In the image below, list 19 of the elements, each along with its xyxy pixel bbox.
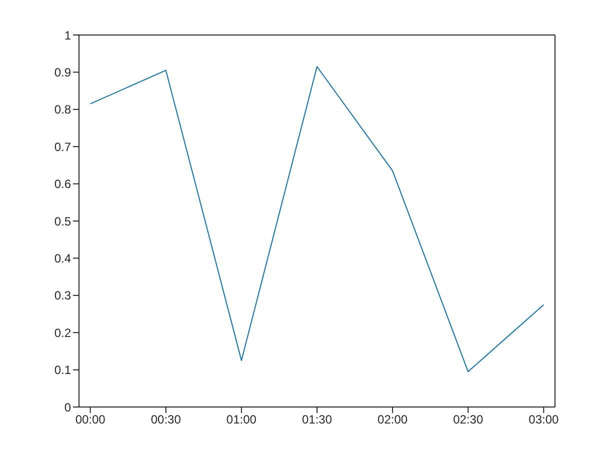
y-tick-label: 0.8 (54, 102, 72, 117)
y-tick-label: 1 (64, 28, 72, 42)
y-tick-label: 0.3 (54, 288, 72, 303)
y-tick-label: 0.9 (54, 65, 72, 80)
y-tick-label: 0.2 (54, 326, 72, 340)
x-tick-label: 00:00 (75, 412, 106, 427)
y-tick-label: 0.5 (54, 214, 72, 228)
y-tick-label: 0.6 (54, 177, 72, 192)
y-tick-label: 0 (64, 400, 72, 414)
y-tick-label: 0.4 (54, 251, 72, 266)
x-tick-label: 03:00 (528, 412, 560, 427)
x-tick-label: 02:30 (453, 412, 484, 427)
x-tick-label: 01:00 (226, 412, 257, 427)
y-tick-label: 0.7 (54, 140, 72, 154)
x-tick-label: 02:00 (378, 412, 408, 427)
x-tick-label: 00:30 (150, 412, 182, 427)
line-series (90, 66, 544, 372)
y-tick-label: 0.1 (54, 363, 72, 378)
x-tick-label: 01:30 (302, 412, 332, 427)
